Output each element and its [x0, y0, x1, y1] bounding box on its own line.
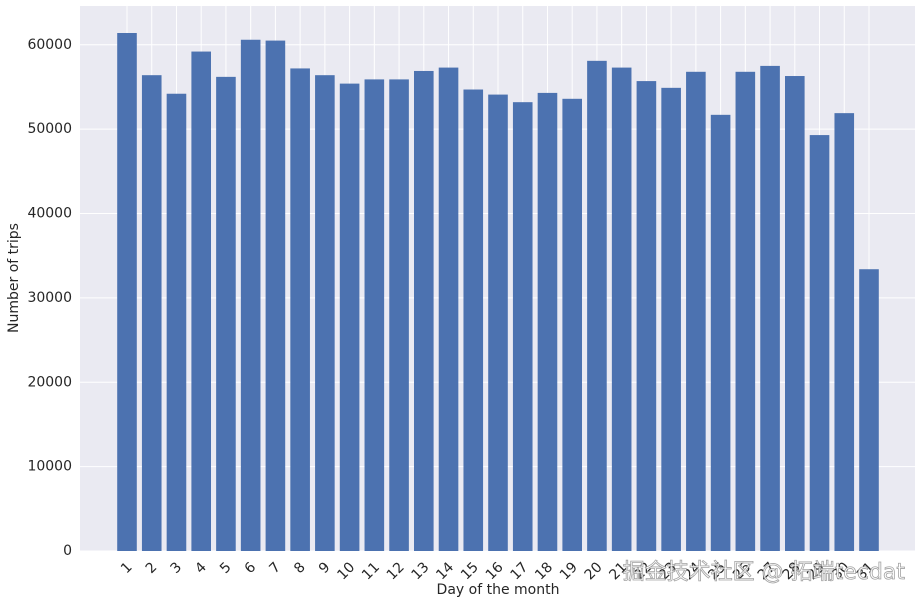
bar — [859, 269, 879, 551]
bar — [488, 94, 508, 551]
bar — [809, 135, 830, 551]
bar — [438, 67, 459, 552]
x-tick-label: 18 — [532, 559, 556, 583]
x-tick-label: 9 — [316, 559, 334, 577]
y-tick-label: 0 — [63, 543, 72, 559]
x-tick-label: 14 — [433, 559, 457, 583]
bar — [265, 40, 286, 551]
x-tick-label: 6 — [242, 559, 260, 577]
x-tick-label: 3 — [168, 559, 186, 577]
watermark: 掘金技术社区 @ 拓端tecdat — [623, 560, 906, 585]
bar — [216, 76, 236, 551]
bar — [191, 51, 211, 551]
x-axis-label: Day of the month — [437, 582, 560, 598]
x-tick-label: 8 — [291, 559, 309, 577]
x-tick-label: 17 — [507, 559, 531, 583]
bar — [364, 79, 385, 552]
x-tick-label: 5 — [217, 559, 235, 577]
bar — [463, 89, 484, 552]
x-tick-label: 10 — [334, 559, 358, 583]
bar — [834, 113, 855, 552]
x-tick-label: 2 — [143, 559, 161, 577]
bar — [117, 32, 137, 552]
x-tick-label: 16 — [483, 559, 507, 583]
bar — [141, 75, 162, 551]
y-axis-label: Number of trips — [6, 223, 22, 333]
x-tick-label: 7 — [266, 559, 284, 577]
x-tick-label: 15 — [458, 559, 482, 583]
bar — [785, 76, 805, 551]
bar — [636, 81, 657, 551]
y-tick-label: 50000 — [27, 121, 72, 137]
bar — [710, 114, 731, 551]
bar — [537, 92, 558, 551]
y-tick-label: 60000 — [27, 37, 72, 53]
bar — [290, 68, 310, 551]
y-tick-label: 10000 — [27, 459, 72, 475]
bar — [339, 83, 360, 552]
bar — [562, 98, 582, 552]
x-tick-label: 12 — [384, 559, 408, 583]
bar — [661, 87, 681, 552]
x-tick-label: 13 — [409, 559, 433, 583]
bar — [512, 102, 533, 552]
x-tick-label: 19 — [557, 559, 581, 583]
x-tick-label: 1 — [118, 559, 136, 577]
bar — [414, 70, 434, 551]
y-tick-label: 20000 — [27, 374, 72, 390]
bar — [760, 65, 780, 551]
bar — [686, 71, 706, 551]
y-tick-label: 40000 — [27, 206, 72, 222]
x-tick-label: 4 — [192, 559, 210, 577]
y-tick-label: 30000 — [27, 290, 72, 306]
bar — [240, 39, 261, 552]
bar — [315, 75, 335, 551]
bar — [587, 60, 607, 551]
bar — [735, 71, 756, 551]
x-tick-label: 20 — [582, 559, 606, 583]
bar — [611, 67, 632, 552]
bar — [389, 79, 409, 552]
bar — [166, 93, 187, 552]
x-tick-label: 11 — [359, 559, 383, 583]
